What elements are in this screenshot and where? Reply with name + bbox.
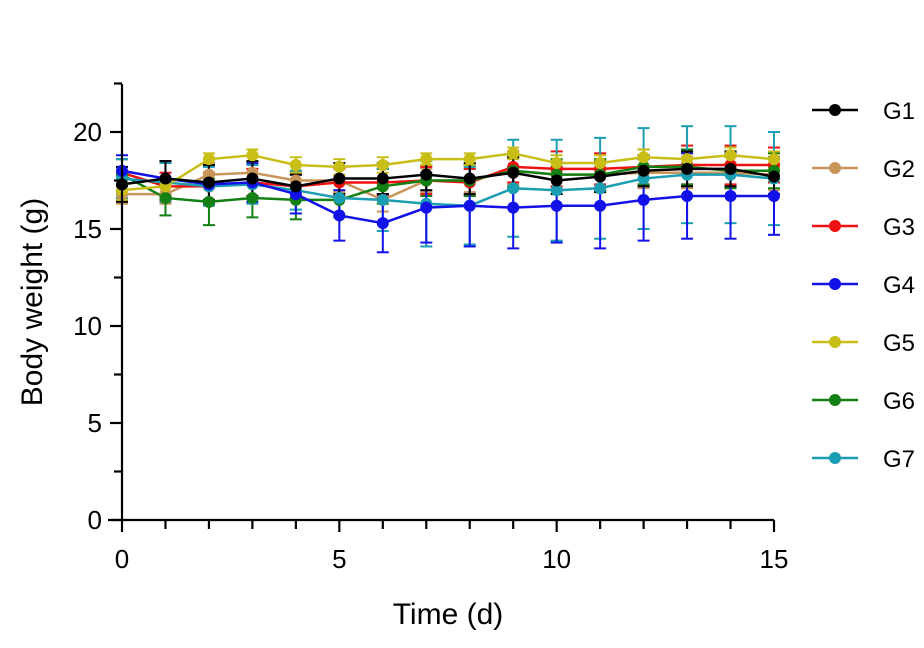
data-point-G4	[637, 193, 650, 206]
data-point-G1	[681, 162, 694, 175]
data-point-G5	[637, 151, 650, 164]
series-line-G5	[121, 152, 775, 192]
data-point-G5	[420, 153, 433, 166]
data-point-G4	[463, 199, 476, 212]
data-point-G4	[333, 209, 346, 222]
data-point-G1	[246, 172, 259, 185]
legend-label-G6: G6	[883, 388, 915, 415]
data-point-G6	[202, 195, 215, 208]
data-point-G4	[550, 199, 563, 212]
legend: G1 G2 G3 G4 G5 G6 G7	[812, 98, 915, 473]
x-tick-label: 10	[542, 544, 571, 574]
data-point-G1	[376, 172, 389, 185]
legend-label-G3: G3	[883, 214, 915, 241]
data-point-G1	[507, 166, 520, 179]
series-line-G4	[121, 169, 774, 225]
y-tick-label: 15	[73, 214, 102, 244]
y-axis-title: Body weight (g)	[16, 198, 49, 406]
data-point-G5	[246, 149, 259, 162]
legend-marker-G1	[829, 104, 841, 116]
axes	[108, 84, 774, 522]
data-point-G1	[289, 180, 302, 193]
data-point-G4	[420, 201, 433, 214]
y-tick-label: 20	[73, 117, 102, 147]
x-tick-label: 5	[332, 544, 346, 574]
legend-marker-G2	[829, 162, 841, 174]
legend-label-G2: G2	[883, 156, 915, 183]
data-point-G7	[550, 184, 563, 197]
data-point-G5	[376, 158, 389, 171]
series-points	[116, 147, 780, 230]
legend-label-G4: G4	[883, 272, 915, 299]
data-point-G6	[159, 191, 172, 204]
data-point-G4	[681, 190, 694, 203]
data-point-G5	[202, 153, 215, 166]
legend-label-G7: G7	[883, 446, 915, 473]
data-point-G7	[376, 193, 389, 206]
series-line-G7	[121, 173, 775, 207]
data-point-G5	[289, 158, 302, 171]
legend-marker-G7	[829, 452, 841, 464]
data-point-G5	[550, 157, 563, 170]
data-point-G5	[594, 157, 607, 170]
legend-marker-G4	[829, 278, 841, 290]
data-point-G4	[507, 201, 520, 214]
data-point-G1	[159, 172, 172, 185]
data-point-G6	[246, 191, 259, 204]
x-tick-label: 0	[115, 544, 129, 574]
data-point-G7	[594, 182, 607, 195]
data-point-G1	[550, 174, 563, 187]
data-point-G1	[594, 170, 607, 183]
ticks: 0 5 10 15 0 5 10 15 20	[73, 82, 789, 574]
data-point-G1	[202, 176, 215, 189]
data-point-G5	[463, 153, 476, 166]
legend-marker-G3	[829, 220, 841, 232]
data-point-G4	[376, 217, 389, 230]
series-line-G1	[121, 167, 775, 188]
data-point-G1	[463, 172, 476, 185]
data-point-G1	[768, 170, 780, 183]
y-tick-label: 10	[73, 311, 102, 341]
data-point-G4	[724, 190, 737, 203]
data-point-G5	[333, 160, 346, 173]
data-point-G1	[724, 162, 737, 175]
legend-label-G5: G5	[883, 330, 915, 357]
data-point-G4	[594, 199, 607, 212]
data-point-G5	[507, 147, 520, 160]
data-point-G1	[333, 172, 346, 185]
data-point-G5	[724, 149, 737, 162]
legend-marker-G5	[829, 336, 841, 348]
legend-label-G1: G1	[883, 98, 915, 125]
data-point-G4	[768, 190, 780, 203]
data-point-G1	[637, 164, 650, 177]
series-line-G6	[121, 165, 774, 204]
x-tick-label: 15	[760, 544, 789, 574]
data-point-G5	[681, 153, 694, 166]
data-point-G7	[333, 191, 346, 204]
y-tick-label: 5	[88, 408, 102, 438]
data-point-G1	[420, 168, 433, 181]
data-point-G5	[768, 153, 780, 166]
series-lines	[121, 152, 775, 225]
x-axis-title: Time (d)	[393, 598, 504, 631]
legend-marker-G6	[829, 394, 841, 406]
y-tick-label: 0	[88, 505, 102, 535]
error-bars	[116, 125, 780, 254]
data-point-G7	[507, 182, 520, 195]
